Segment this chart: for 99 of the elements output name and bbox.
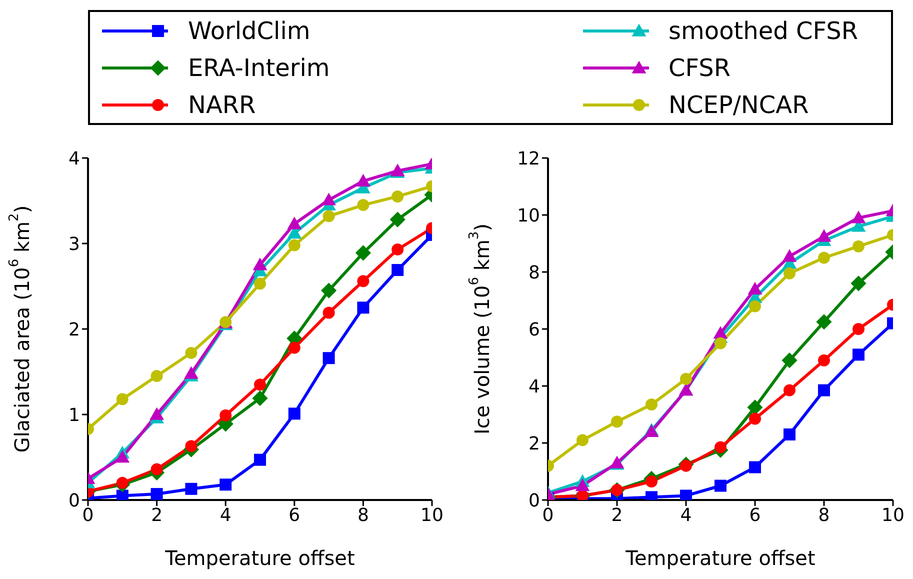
- x-tick-label: 6: [749, 504, 761, 526]
- point: [150, 463, 163, 476]
- point: [749, 412, 761, 425]
- point: [390, 212, 406, 228]
- point: [357, 275, 370, 288]
- y-tick-label: 2: [68, 319, 80, 340]
- point: [115, 450, 130, 463]
- point: [322, 210, 335, 222]
- point: [851, 210, 866, 224]
- point: [816, 229, 832, 242]
- point: [254, 454, 266, 466]
- point: [850, 276, 866, 292]
- point: [680, 490, 692, 500]
- point: [116, 490, 128, 500]
- point: [714, 480, 726, 492]
- point: [150, 488, 163, 500]
- y-tick-label: 10: [517, 205, 540, 226]
- point: [355, 245, 371, 261]
- y-tick-label: 4: [528, 376, 540, 398]
- y-tick-label: 0: [528, 490, 540, 512]
- point: [646, 475, 658, 488]
- point: [321, 282, 337, 298]
- y-tick-label: 1: [68, 404, 80, 426]
- y-tick-label: 0: [68, 490, 80, 512]
- y-tick-label: 2: [528, 433, 540, 454]
- point: [185, 482, 198, 495]
- point: [818, 354, 830, 366]
- y-tick-label: 4: [68, 148, 80, 170]
- point: [816, 314, 832, 330]
- point: [220, 409, 232, 422]
- point: [184, 366, 198, 379]
- x-tick-label: 6: [288, 504, 300, 526]
- point: [150, 370, 163, 382]
- point: [575, 478, 590, 492]
- point: [749, 461, 761, 474]
- point: [392, 190, 404, 202]
- point: [749, 300, 761, 312]
- point: [392, 243, 404, 256]
- point: [784, 428, 796, 440]
- y-tick-label: 12: [517, 148, 540, 170]
- point: [356, 174, 370, 186]
- point: [322, 306, 335, 319]
- x-tick-label: 8: [357, 504, 369, 526]
- point: [713, 326, 728, 339]
- point: [818, 384, 830, 396]
- legend-label: WorldClim: [188, 16, 310, 44]
- point: [116, 393, 128, 406]
- y-tick-label: 8: [528, 262, 540, 284]
- x-tick-label: 0: [82, 504, 94, 526]
- point: [784, 384, 796, 396]
- point: [852, 348, 864, 361]
- point: [322, 352, 335, 364]
- point: [392, 264, 404, 276]
- x-tick-label: 0: [542, 504, 554, 526]
- point: [782, 352, 798, 368]
- y-tick-label: 6: [528, 319, 540, 340]
- point: [252, 390, 268, 406]
- point: [852, 240, 864, 252]
- point: [782, 249, 797, 262]
- point: [322, 192, 336, 206]
- point: [646, 398, 658, 411]
- x-tick-label: 10: [882, 504, 904, 526]
- x-tick-label: 8: [818, 504, 830, 526]
- point: [287, 216, 302, 230]
- x-tick-label: 2: [151, 504, 163, 526]
- point: [288, 342, 300, 354]
- point: [714, 337, 726, 350]
- legend-label: ERA-Interim: [188, 54, 330, 82]
- point: [852, 323, 864, 335]
- point: [784, 267, 796, 280]
- x-tick-label: 4: [680, 504, 692, 526]
- point: [818, 252, 830, 264]
- point: [680, 372, 692, 385]
- point: [185, 440, 198, 452]
- point: [288, 408, 300, 420]
- x-axis-title: Temperature offset: [164, 546, 355, 570]
- point: [714, 441, 726, 454]
- point: [254, 278, 266, 290]
- legend-label: NARR: [188, 90, 256, 118]
- point: [220, 478, 232, 491]
- point: [357, 199, 370, 212]
- x-tick-label: 2: [611, 504, 623, 526]
- point: [252, 258, 268, 270]
- point: [576, 434, 588, 446]
- legend-label: CFSR: [668, 54, 731, 82]
- legend-label: NCEP/NCAR: [668, 90, 809, 118]
- point: [254, 378, 266, 391]
- point: [357, 302, 370, 314]
- point: [150, 407, 164, 420]
- x-axis-title: Temperature offset: [624, 546, 816, 570]
- legend-label: smoothed CFSR: [668, 16, 858, 44]
- x-tick-label: 4: [220, 504, 232, 526]
- point: [747, 400, 763, 416]
- y-tick-label: 3: [68, 234, 80, 255]
- point: [611, 416, 623, 428]
- x-tick-label: 10: [420, 504, 444, 526]
- point: [288, 239, 300, 252]
- point: [185, 346, 198, 359]
- point: [748, 282, 762, 294]
